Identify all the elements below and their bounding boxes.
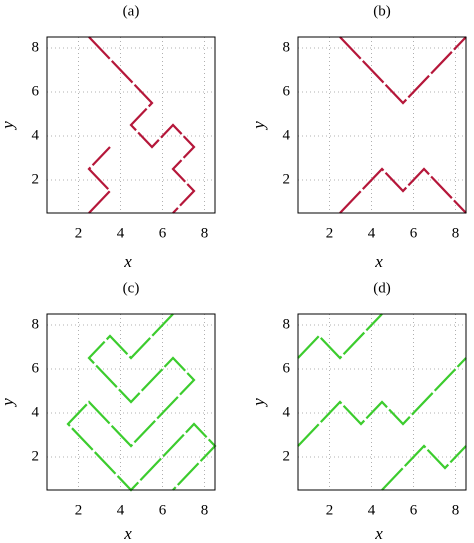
data-line xyxy=(339,36,467,214)
x-axis-label: x xyxy=(123,524,132,543)
data-line xyxy=(66,313,217,492)
y-tick-label: 6 xyxy=(32,360,40,376)
x-tick-label: 6 xyxy=(410,502,418,518)
panel-title: (a) xyxy=(123,3,140,19)
y-tick-label: 8 xyxy=(32,316,40,332)
y-tick-label: 2 xyxy=(283,171,291,187)
x-axis-label: x xyxy=(123,252,132,271)
x-tick-label: 2 xyxy=(75,225,83,241)
x-tick-label: 6 xyxy=(159,502,167,518)
y-axis-label: y xyxy=(0,121,17,131)
x-tick-label: 8 xyxy=(201,225,209,241)
y-tick-label: 6 xyxy=(283,360,291,376)
x-tick-label: 2 xyxy=(326,225,334,241)
y-tick-label: 8 xyxy=(283,316,291,332)
y-axis-label: y xyxy=(249,121,268,131)
axes-frame xyxy=(297,36,467,214)
y-tick-label: 2 xyxy=(32,171,40,187)
x-tick-label: 4 xyxy=(117,225,125,241)
y-tick-label: 8 xyxy=(32,39,40,55)
x-axis-label: x xyxy=(374,524,383,543)
x-tick-label: 8 xyxy=(452,225,460,241)
x-axis-label: x xyxy=(374,252,383,271)
panel-title: (d) xyxy=(373,280,391,296)
x-tick-label: 8 xyxy=(201,502,209,518)
x-tick-label: 4 xyxy=(368,502,376,518)
x-tick-label: 2 xyxy=(326,502,334,518)
y-axis-label: y xyxy=(249,398,268,408)
y-tick-label: 8 xyxy=(283,39,291,55)
y-axis-label: y xyxy=(0,398,17,408)
x-tick-label: 6 xyxy=(159,225,167,241)
y-tick-label: 2 xyxy=(32,448,40,464)
axes-frame xyxy=(46,313,216,491)
x-tick-label: 4 xyxy=(117,502,125,518)
x-tick-label: 2 xyxy=(75,502,83,518)
axes-frame xyxy=(297,313,467,491)
y-tick-label: 4 xyxy=(32,127,40,143)
x-tick-label: 6 xyxy=(410,225,418,241)
y-tick-label: 6 xyxy=(32,83,40,99)
data-line xyxy=(87,36,196,214)
y-tick-label: 4 xyxy=(32,404,40,420)
x-tick-label: 8 xyxy=(452,502,460,518)
panel-title: (c) xyxy=(123,280,140,296)
y-tick-label: 6 xyxy=(283,83,291,99)
y-tick-label: 4 xyxy=(283,127,291,143)
panel-title: (b) xyxy=(373,3,391,19)
y-tick-label: 4 xyxy=(283,404,291,420)
data-line xyxy=(297,313,467,491)
x-tick-label: 4 xyxy=(368,225,376,241)
y-tick-label: 2 xyxy=(283,448,291,464)
axes-frame xyxy=(46,36,216,214)
